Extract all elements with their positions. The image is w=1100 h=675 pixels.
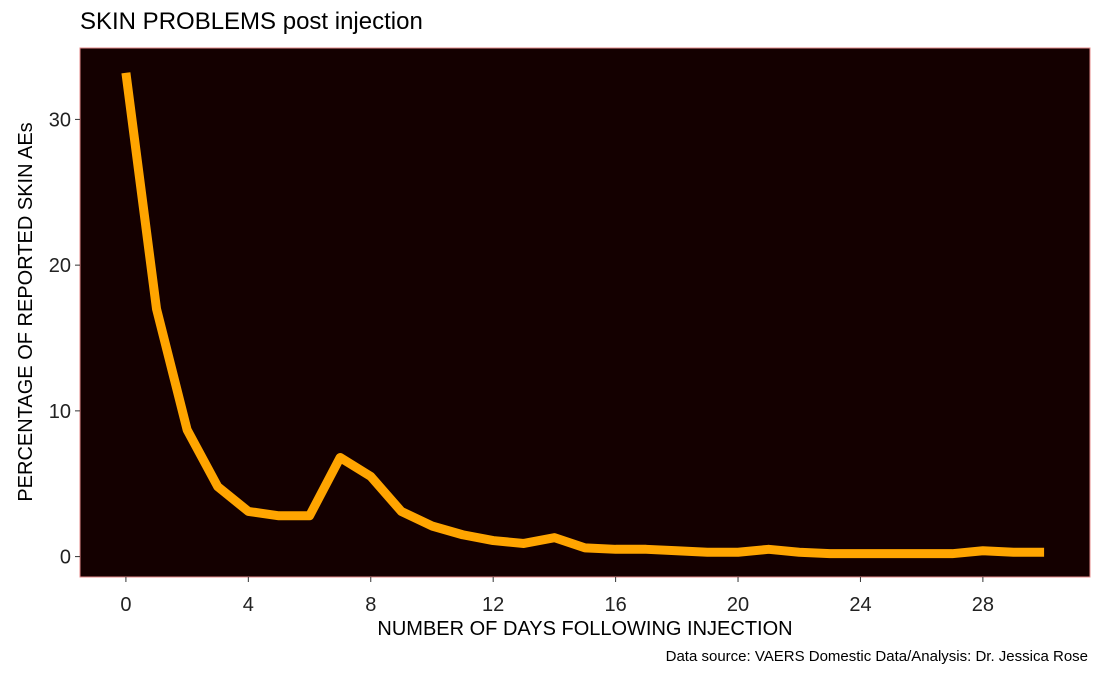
y-tick-label: 10 xyxy=(49,401,71,423)
x-axis: 0 4 8 12 16 20 24 28 xyxy=(120,577,994,616)
chart-caption: Data source: VAERS Domestic Data/Analysi… xyxy=(665,648,1088,665)
y-axis-title: PERCENTAGE OF REPORTED SKIN AEs xyxy=(15,122,37,501)
plot-panel xyxy=(79,47,1091,578)
y-tick-label: 30 xyxy=(49,109,71,131)
y-tick-label: 20 xyxy=(49,255,71,277)
chart-title: SKIN PROBLEMS post injection xyxy=(80,8,423,35)
x-tick-label: 16 xyxy=(604,594,626,616)
series-line xyxy=(121,72,1045,559)
x-tick-label: 8 xyxy=(365,594,376,616)
x-tick-label: 20 xyxy=(727,594,749,616)
y-axis: 0 10 20 30 xyxy=(49,109,80,569)
y-tick-label: 0 xyxy=(60,547,71,569)
x-tick-label: 4 xyxy=(243,594,254,616)
x-tick-label: 28 xyxy=(972,594,994,616)
x-tick-label: 0 xyxy=(120,594,131,616)
x-tick-label: 12 xyxy=(482,594,504,616)
x-tick-label: 24 xyxy=(849,594,871,616)
x-axis-title: NUMBER OF DAYS FOLLOWING INJECTION xyxy=(377,618,792,640)
chart-marks xyxy=(121,72,1045,559)
